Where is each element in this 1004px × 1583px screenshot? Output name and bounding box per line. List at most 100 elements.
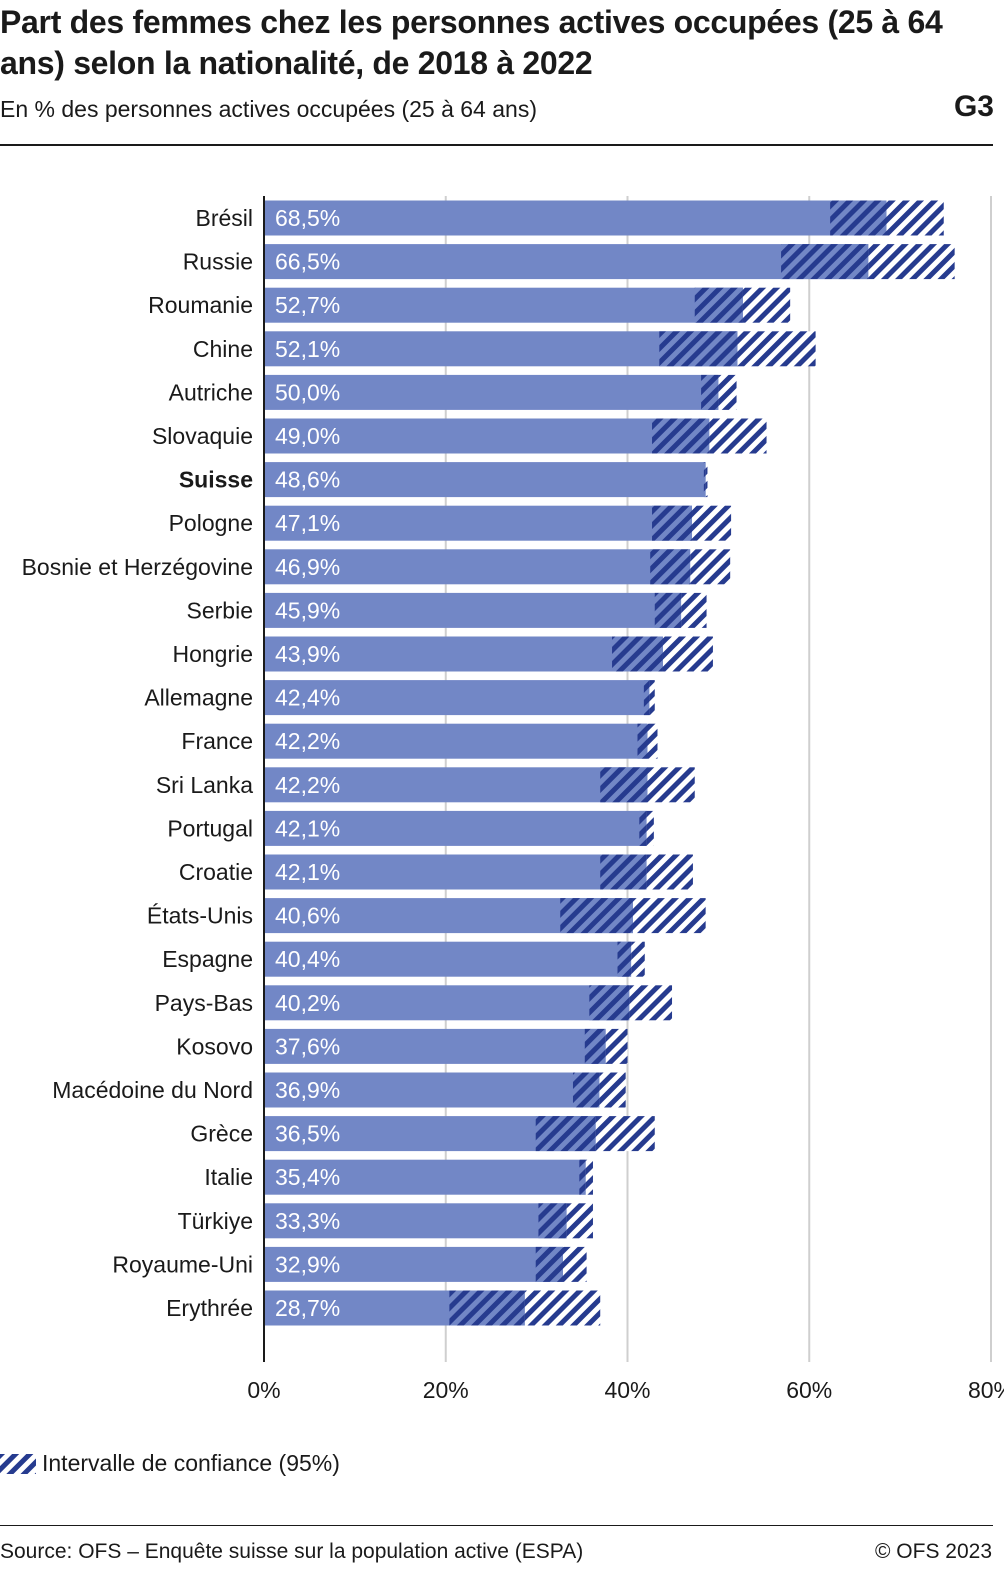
category-label: Russie <box>183 249 253 275</box>
bottom-rule <box>0 1525 993 1526</box>
category-label: Hongrie <box>172 641 253 667</box>
ci-band-lower <box>560 898 633 934</box>
ci-band-lower <box>612 636 663 672</box>
ci-band-upper <box>599 1072 626 1108</box>
ci-band-upper <box>709 418 767 454</box>
value-label: 50,0% <box>275 379 340 405</box>
category-label: Royaume-Uni <box>112 1251 253 1277</box>
ci-band-upper <box>595 1116 655 1152</box>
chart-title: Part des femmes chez les personnes activ… <box>0 4 943 81</box>
bar <box>264 723 648 759</box>
bar <box>264 287 743 323</box>
ci-band-upper <box>647 723 658 759</box>
value-label: 36,5% <box>275 1121 340 1147</box>
ci-band-upper <box>629 985 673 1021</box>
ci-band-upper <box>562 1246 587 1282</box>
value-label: 42,1% <box>275 815 340 841</box>
category-label: France <box>181 728 253 754</box>
x-tick-label: 40% <box>604 1377 650 1403</box>
ci-band-upper <box>566 1203 593 1239</box>
bar <box>264 200 887 236</box>
labels-layer: 0% 20% 40% 60% 80% Brésil 68,5% Russie 66,5% Roum… <box>22 196 1004 1403</box>
ci-band-lower <box>659 331 738 367</box>
value-label: 35,4% <box>275 1164 340 1190</box>
category-label: Kosovo <box>176 1033 253 1059</box>
bar <box>264 1246 563 1282</box>
value-label: 28,7% <box>275 1295 340 1321</box>
value-label: 49,0% <box>275 423 340 449</box>
legend: Intervalle de confiance (95%) <box>0 1450 340 1477</box>
bar <box>264 331 738 367</box>
value-label: 43,9% <box>275 641 340 667</box>
ci-band-lower <box>617 941 632 977</box>
category-label: Serbie <box>187 597 253 623</box>
ci-band-upper <box>737 331 816 367</box>
ci-band-upper <box>646 854 693 890</box>
value-label: 40,4% <box>275 946 340 972</box>
value-label: 40,2% <box>275 990 340 1016</box>
ci-band-lower <box>600 854 647 890</box>
x-tick-label: 0% <box>247 1377 280 1403</box>
ci-band-lower <box>538 1203 567 1239</box>
ci-band-lower <box>572 1072 600 1108</box>
bar <box>264 549 691 585</box>
value-label: 68,5% <box>275 205 340 231</box>
bar <box>264 418 710 454</box>
bar <box>264 1203 567 1239</box>
x-tick-label: 20% <box>423 1377 469 1403</box>
value-label: 37,6% <box>275 1033 340 1059</box>
ci-band-lower <box>652 418 710 454</box>
bars-layer <box>264 200 955 1326</box>
category-label: Brésil <box>195 205 253 231</box>
top-rule <box>0 144 993 146</box>
ci-band-lower <box>600 767 648 803</box>
ci-band-lower <box>652 505 693 541</box>
bar <box>264 462 706 498</box>
value-label: 48,6% <box>275 467 340 493</box>
ci-band-upper <box>524 1290 601 1326</box>
category-label: Slovaquie <box>152 423 253 449</box>
value-label: 40,6% <box>275 903 340 929</box>
ci-band-upper <box>692 505 732 541</box>
ci-band-lower <box>703 462 706 498</box>
ci-band-upper <box>681 592 707 628</box>
chart-subtitle: En % des personnes actives occupées (25 … <box>0 96 537 122</box>
ci-band-upper <box>605 1028 628 1064</box>
value-label: 45,9% <box>275 597 340 623</box>
bar <box>264 985 630 1021</box>
value-label: 32,9% <box>275 1251 340 1277</box>
legend-hatch-swatch <box>0 1453 36 1474</box>
ci-band-lower <box>449 1290 525 1326</box>
category-label: Croatie <box>179 859 253 885</box>
value-label: 46,9% <box>275 554 340 580</box>
ci-band-upper <box>649 680 655 716</box>
ci-band-upper <box>690 549 731 585</box>
value-label: 33,3% <box>275 1208 340 1234</box>
ci-band-upper <box>585 1159 593 1195</box>
ci-band-upper <box>742 287 791 323</box>
ci-band-upper <box>646 810 654 846</box>
value-label: 47,1% <box>275 510 340 536</box>
value-label: 66,5% <box>275 249 340 275</box>
bar-chart: 0% 20% 40% 60% 80% Brésil 68,5% Russie 66,5% Roum… <box>22 196 1004 1403</box>
value-label: 52,7% <box>275 292 340 318</box>
category-label: Pays-Bas <box>155 990 253 1016</box>
x-tick-label: 80% <box>968 1377 1004 1403</box>
ci-band-lower <box>639 810 647 846</box>
ci-band-lower <box>650 549 691 585</box>
category-label: Allemagne <box>144 685 253 711</box>
ci-band-lower <box>694 287 743 323</box>
bar <box>264 854 647 890</box>
category-label: Italie <box>204 1164 253 1190</box>
ci-band-upper <box>886 200 944 236</box>
bar <box>264 244 869 280</box>
ci-band-lower <box>584 1028 606 1064</box>
ci-band-upper <box>868 244 955 280</box>
category-label: États-Unis <box>147 903 253 929</box>
value-label: 36,9% <box>275 1077 340 1103</box>
bar <box>264 505 693 541</box>
bar <box>264 767 648 803</box>
category-label: Chine <box>193 336 253 362</box>
ci-band-lower <box>830 200 887 236</box>
ci-band-lower <box>781 244 869 280</box>
